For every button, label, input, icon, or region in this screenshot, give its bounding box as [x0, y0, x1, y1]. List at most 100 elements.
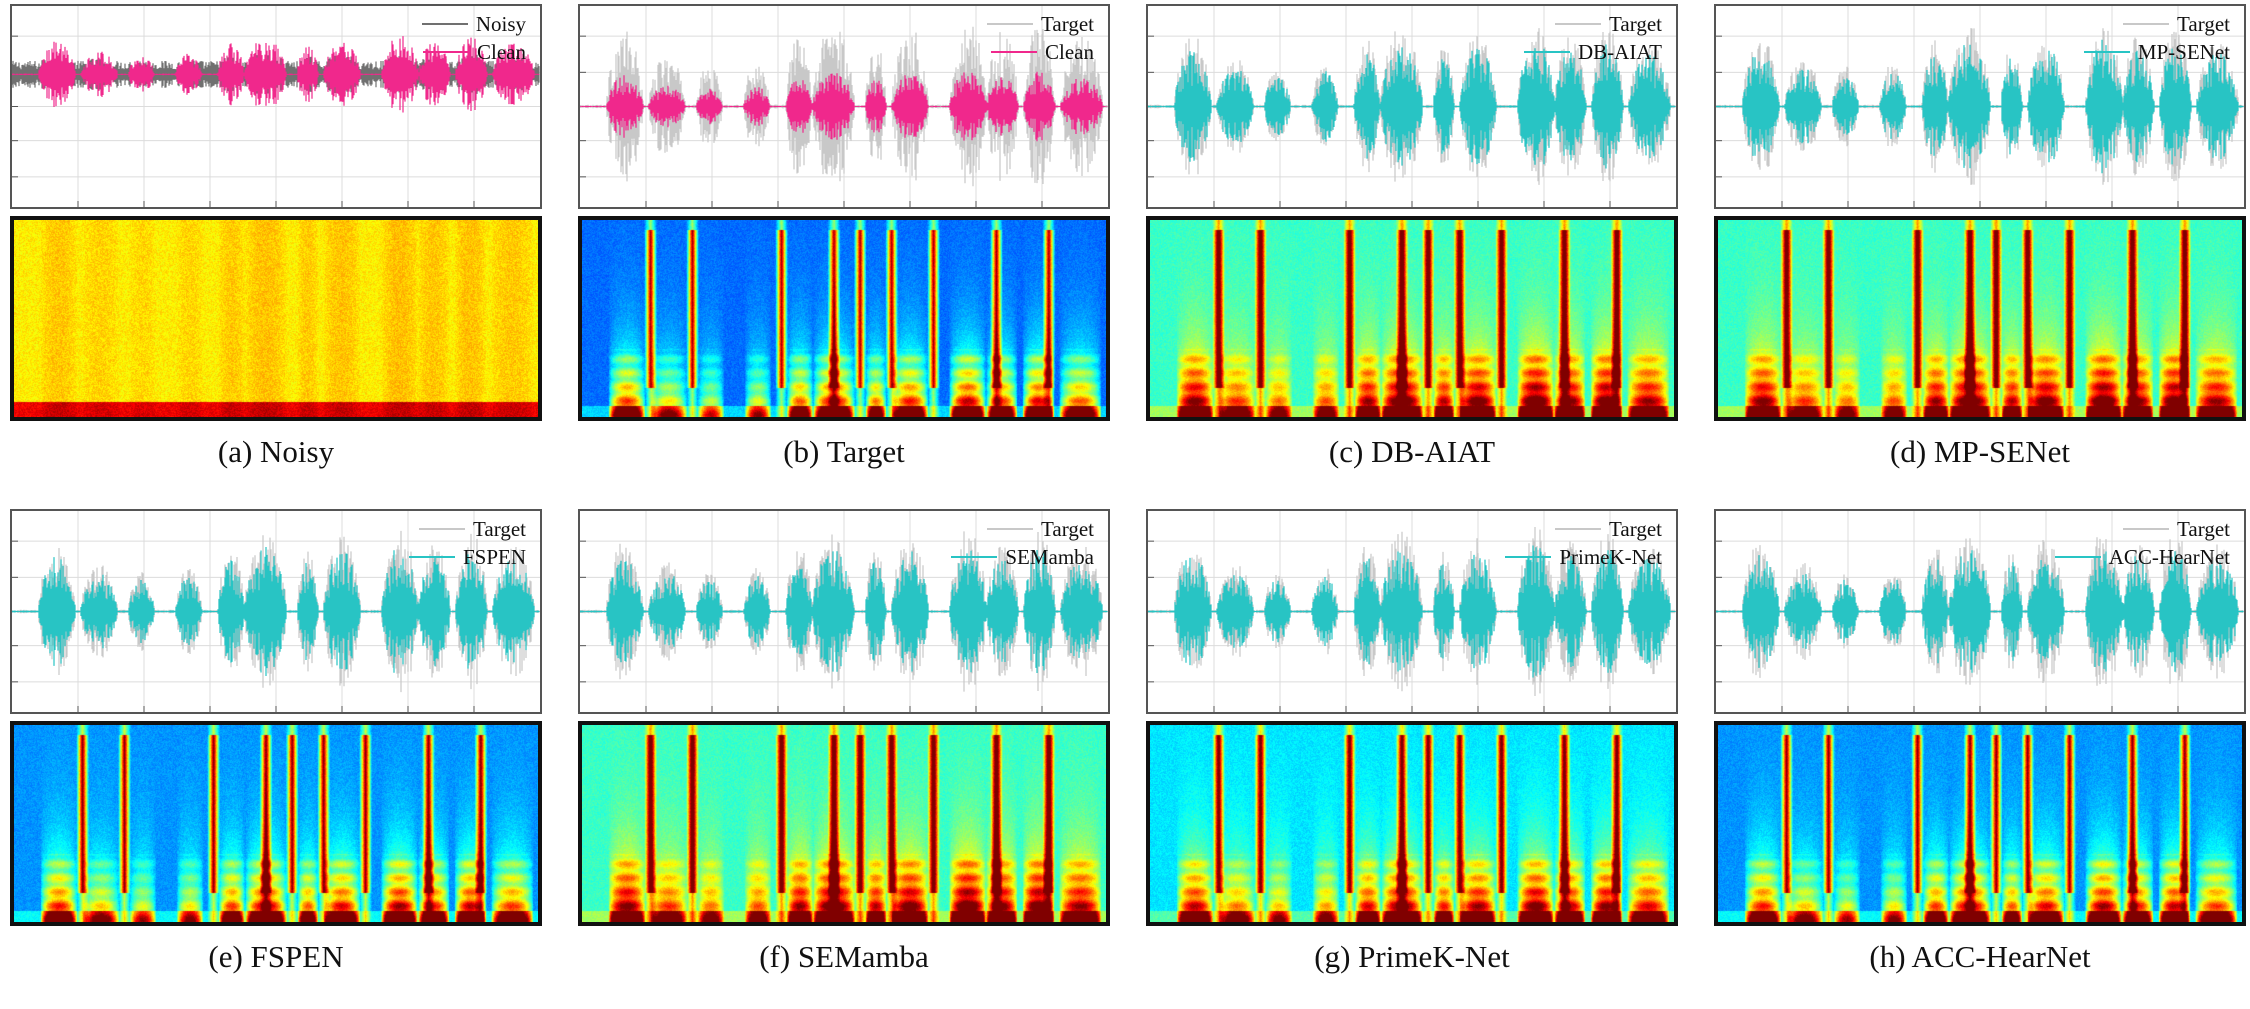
spectrogram [1146, 721, 1678, 926]
clean-waveform [12, 36, 540, 113]
waveform-plot: Target DB-AIAT [1146, 4, 1678, 209]
waveform-plot: Target MP-SENet [1714, 4, 2246, 209]
legend-entry: Target [2055, 515, 2230, 543]
legend-line-swatch [423, 51, 470, 53]
legend-label: Noisy [475, 12, 526, 36]
waveform-svg [1148, 511, 1676, 712]
spectrogram-canvas [582, 725, 1106, 922]
legend-entry: Target [2084, 10, 2230, 38]
panel-caption: (h) ACC-HearNet [1869, 939, 2091, 974]
legend-label: Target [1609, 517, 1662, 541]
spectrogram-canvas [1718, 220, 2242, 417]
legend-label: DB-AIAT [1578, 40, 1662, 64]
legend-entry: Target [409, 515, 526, 543]
legend-entry: ACC-HearNet [2054, 543, 2230, 571]
spectrogram [1146, 216, 1678, 421]
legend-label: Clean [1045, 40, 1094, 64]
panel-caption: (c) DB-AIAT [1328, 434, 1496, 469]
legend-label: SEMamba [1005, 545, 1094, 569]
waveform-plot: Target ACC-HearNet [1714, 509, 2246, 714]
legend-line-swatch [1555, 23, 1602, 25]
legend-line-swatch [2123, 23, 2170, 25]
waveform-legend: Target ACC-HearNet [2054, 515, 2230, 571]
legend-label: Clean [477, 40, 526, 64]
legend-label: Target [1041, 517, 1094, 541]
legend-entry: DB-AIAT [1524, 38, 1662, 66]
legend-line-swatch [991, 51, 1038, 53]
legend-entry: PrimeK-Net [1505, 543, 1662, 571]
legend-label: Target [2177, 12, 2230, 36]
legend-line-swatch [1505, 556, 1552, 558]
legend-line-swatch [2123, 528, 2170, 530]
legend-line-swatch [421, 23, 468, 25]
legend-label: Target [1041, 12, 1094, 36]
clean-waveform [580, 71, 1108, 142]
panel-caption: (g) PrimeK-Net [1314, 939, 1510, 974]
legend-line-swatch [1524, 51, 1570, 53]
spectrogram-canvas [14, 220, 538, 417]
legend-entry: FSPEN [408, 543, 526, 571]
waveform-svg [580, 511, 1108, 712]
waveform-legend: Target DB-AIAT [1524, 10, 1662, 66]
legend-entry: Target [987, 10, 1094, 38]
panel-caption: (d) MP-SENet [1890, 434, 2070, 469]
waveform-svg [12, 511, 540, 712]
spectrogram [10, 721, 542, 926]
legend-label: MP-SENet [2137, 40, 2230, 64]
legend-entry: Target [1505, 515, 1662, 543]
legend-line-swatch [987, 23, 1034, 25]
waveform-svg [1716, 511, 2244, 712]
enhanced-waveform [580, 550, 1108, 673]
legend-line-swatch [2054, 556, 2101, 558]
legend-label: Target [1609, 12, 1662, 36]
legend-entry: SEMamba [951, 543, 1094, 571]
enhanced-waveform [1148, 545, 1676, 678]
spectrogram [578, 721, 1110, 926]
waveform-plot: Target FSPEN [10, 509, 542, 714]
waveform-plot: Noisy Clean [10, 4, 542, 209]
waveform-plot: Target Clean [578, 4, 1110, 209]
enhanced-waveform [1716, 39, 2244, 174]
legend-entry: Noisy [421, 10, 526, 38]
panel-caption: (e) FSPEN [208, 939, 344, 974]
waveform-svg [1716, 6, 2244, 207]
legend-entry: MP-SENet [2083, 38, 2230, 66]
spectrogram-canvas [14, 725, 538, 922]
legend-line-swatch [419, 528, 466, 530]
enhanced-waveform [12, 547, 540, 676]
waveform-svg [1148, 6, 1676, 207]
legend-label: ACC-HearNet [2108, 545, 2230, 569]
legend-line-swatch [951, 556, 998, 558]
panel-caption: (a) Noisy [217, 434, 335, 469]
legend-entry: Target [951, 515, 1094, 543]
legend-label: Target [473, 517, 526, 541]
waveform-plot: Target SEMamba [578, 509, 1110, 714]
spectrogram [578, 216, 1110, 421]
waveform-legend: Target FSPEN [408, 515, 526, 571]
enhanced-waveform [1148, 44, 1676, 169]
waveform-svg [12, 6, 540, 207]
waveform-legend: Target PrimeK-Net [1505, 515, 1662, 571]
legend-label: PrimeK-Net [1559, 545, 1662, 569]
waveform-legend: Target SEMamba [951, 515, 1094, 571]
legend-entry: Clean [987, 38, 1094, 66]
waveform-legend: Target MP-SENet [2083, 10, 2230, 66]
spectrogram-canvas [1150, 725, 1674, 922]
enhanced-waveform [1716, 550, 2244, 673]
spectrogram-canvas [1150, 220, 1674, 417]
legend-line-swatch [987, 528, 1034, 530]
waveform-legend: Target Clean [987, 10, 1094, 66]
panel-caption: (f) SEMamba [759, 939, 929, 974]
waveform-svg [580, 6, 1108, 207]
legend-line-swatch [2083, 51, 2130, 53]
spectrogram-canvas [582, 220, 1106, 417]
panel-caption: (b) Target [783, 434, 905, 469]
waveform-plot: Target PrimeK-Net [1146, 509, 1678, 714]
spectrogram-canvas [1718, 725, 2242, 922]
spectrogram [1714, 216, 2246, 421]
legend-entry: Target [1524, 10, 1662, 38]
legend-line-swatch [1555, 528, 1602, 530]
legend-label: Target [2177, 517, 2230, 541]
legend-label: FSPEN [462, 545, 526, 569]
spectrogram [1714, 721, 2246, 926]
